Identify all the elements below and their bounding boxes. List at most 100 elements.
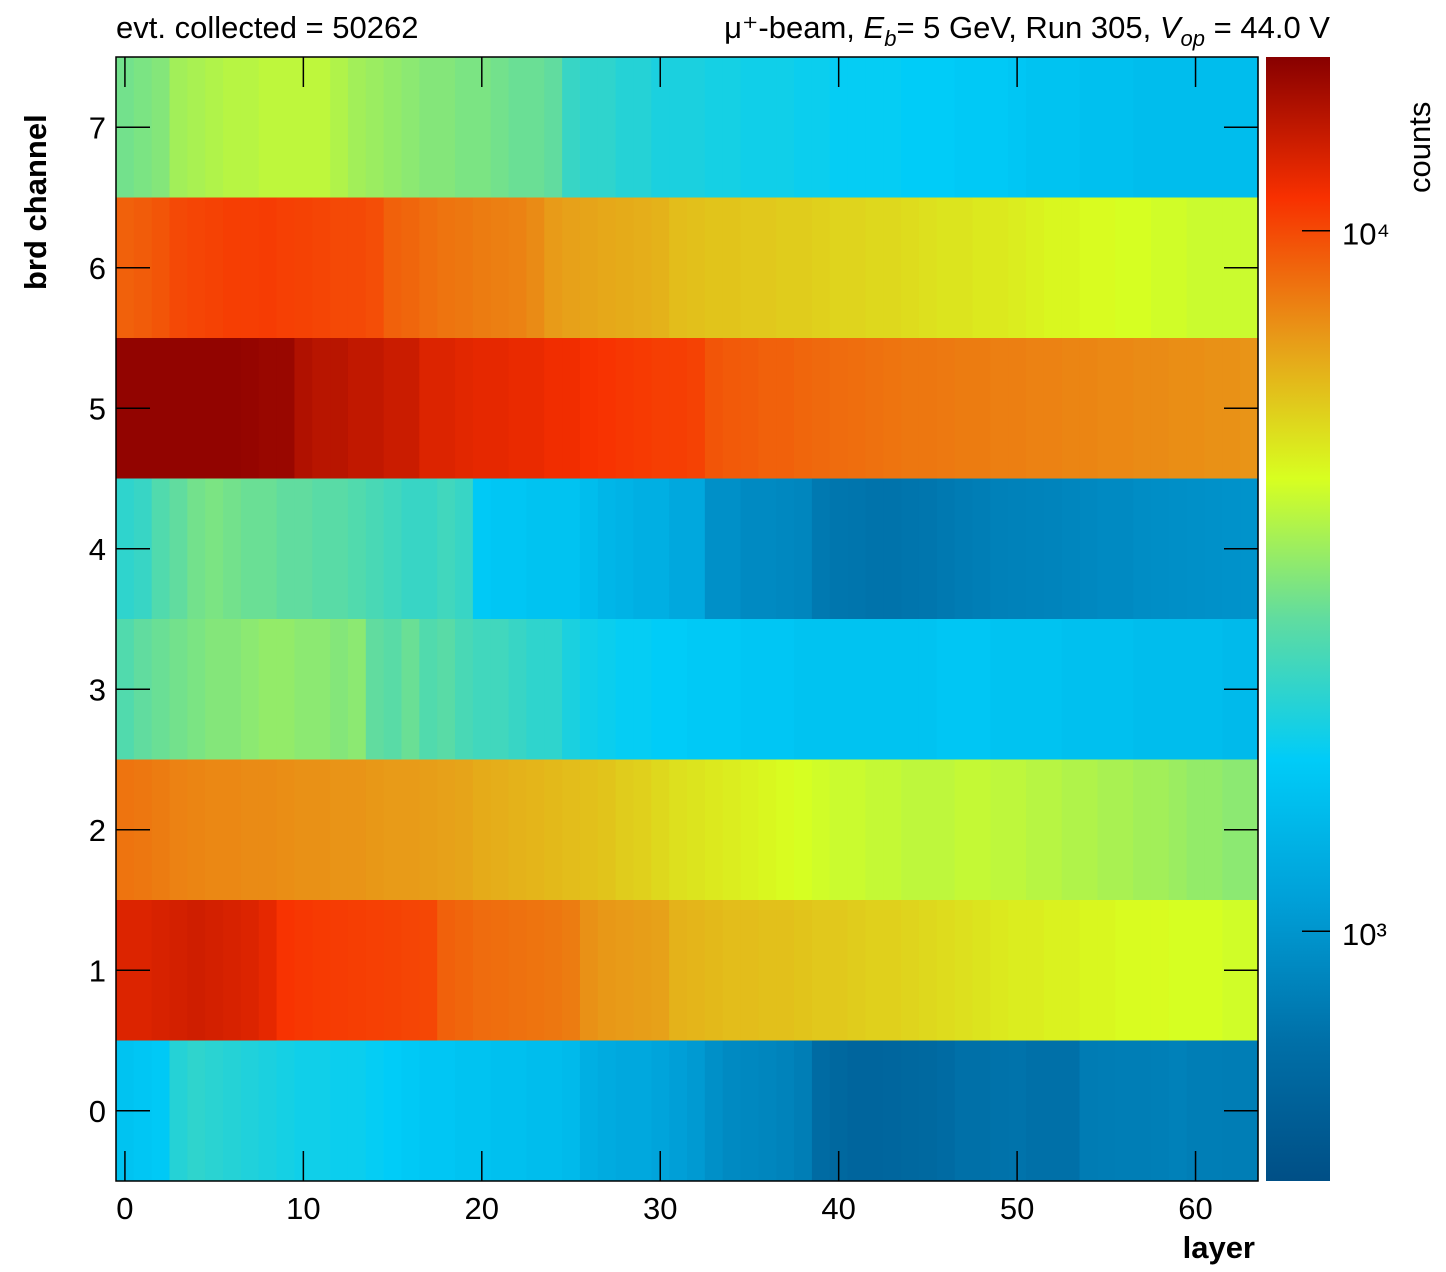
heat-cell xyxy=(669,619,688,760)
heat-cell xyxy=(865,197,884,338)
heat-cell xyxy=(1008,57,1027,198)
heat-cell xyxy=(276,197,296,338)
heat-cell xyxy=(936,900,956,1041)
heat-cell xyxy=(169,619,188,760)
heat-cell xyxy=(365,1040,385,1181)
heat-cell xyxy=(1043,57,1063,198)
heat-cell xyxy=(936,619,956,760)
heat-cell xyxy=(455,759,474,900)
heat-cell xyxy=(347,759,367,900)
heat-cell xyxy=(526,900,545,1041)
heat-cell xyxy=(1043,900,1063,1041)
heat-cell xyxy=(794,619,813,760)
heat-cell xyxy=(901,338,920,479)
heat-cell xyxy=(811,619,831,760)
heat-cell xyxy=(312,197,331,338)
heat-cell xyxy=(472,759,492,900)
x-tick-label: 60 xyxy=(1178,1191,1212,1226)
heat-cell xyxy=(954,338,974,479)
heat-cell xyxy=(633,478,652,619)
x-tick-label: 50 xyxy=(1000,1191,1034,1226)
heat-cell xyxy=(223,57,242,198)
heat-cell xyxy=(633,1040,652,1181)
y-tick-label: 2 xyxy=(89,813,106,848)
heat-cell xyxy=(472,619,492,760)
heat-cell xyxy=(169,1040,188,1181)
heat-cell xyxy=(294,57,313,198)
heat-cell xyxy=(1186,338,1206,479)
heat-cell xyxy=(936,478,956,619)
heat-cell xyxy=(347,900,367,1041)
heat-cell xyxy=(1168,900,1188,1041)
heat-cell xyxy=(865,900,884,1041)
heat-cell xyxy=(508,338,528,479)
heat-cell xyxy=(151,478,171,619)
heat-cell xyxy=(401,57,420,198)
heat-cell xyxy=(758,619,777,760)
heat-cell xyxy=(276,900,296,1041)
heat-cell xyxy=(1097,197,1116,338)
title-part: μ⁺-beam, xyxy=(724,10,863,45)
heat-cell xyxy=(704,900,724,1041)
heat-cell xyxy=(490,478,510,619)
heat-cell xyxy=(579,619,599,760)
heat-cell xyxy=(294,338,313,479)
heat-cell xyxy=(847,478,867,619)
heat-cell xyxy=(1008,338,1027,479)
heat-cell xyxy=(1115,619,1134,760)
heat-cell xyxy=(508,759,528,900)
heat-cell xyxy=(312,619,331,760)
heat-cell xyxy=(687,197,706,338)
x-tick-label: 10 xyxy=(286,1191,320,1226)
heat-cell xyxy=(1133,900,1152,1041)
heat-cell xyxy=(223,338,242,479)
heat-cell xyxy=(1150,57,1170,198)
heat-cell xyxy=(312,900,331,1041)
heat-cell xyxy=(1150,197,1170,338)
heat-cell xyxy=(918,759,938,900)
heat-cell xyxy=(1168,197,1188,338)
heat-cell xyxy=(829,478,849,619)
heat-cell xyxy=(901,900,920,1041)
heat-cell xyxy=(437,338,456,479)
heat-cell xyxy=(401,619,420,760)
heat-cell xyxy=(722,338,742,479)
heat-cell xyxy=(240,478,260,619)
heat-cell xyxy=(1008,900,1027,1041)
heat-cell xyxy=(865,759,884,900)
heat-cell xyxy=(419,478,438,619)
heat-cell xyxy=(365,478,385,619)
heat-cell xyxy=(579,759,599,900)
heat-cell xyxy=(365,197,385,338)
heat-cell xyxy=(258,619,278,760)
heat-cell xyxy=(1186,619,1206,760)
heat-cell xyxy=(633,900,652,1041)
heat-cell xyxy=(615,619,635,760)
heat-cell xyxy=(437,478,456,619)
heat-cell xyxy=(597,57,617,198)
heatmap xyxy=(116,57,1259,1181)
heat-cell xyxy=(383,197,403,338)
heat-cell xyxy=(187,759,206,900)
heat-cell xyxy=(883,197,902,338)
heat-cell xyxy=(794,478,813,619)
heat-cell xyxy=(1043,619,1063,760)
title-right: μ⁺-beam, Eb= 5 GeV, Run 305, Vop = 44.0 … xyxy=(724,10,1330,51)
heat-cell xyxy=(419,197,438,338)
heat-cell xyxy=(490,759,510,900)
heat-cell xyxy=(526,57,545,198)
heat-cell xyxy=(544,619,563,760)
y-tick-label: 4 xyxy=(89,532,106,567)
heat-cell xyxy=(687,900,706,1041)
heat-cell xyxy=(776,1040,795,1181)
heat-cell xyxy=(740,197,759,338)
heat-cell xyxy=(330,197,349,338)
heat-cell xyxy=(401,478,420,619)
heat-cell xyxy=(347,478,367,619)
heat-cell xyxy=(240,900,260,1041)
heat-cell xyxy=(151,197,171,338)
heat-cell xyxy=(865,619,884,760)
heat-cell xyxy=(526,759,545,900)
heat-cell xyxy=(847,197,867,338)
heat-cell xyxy=(312,1040,331,1181)
